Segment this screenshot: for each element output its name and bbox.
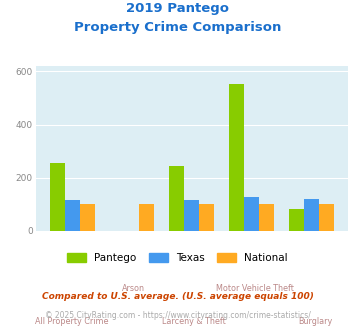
Text: © 2025 CityRating.com - https://www.cityrating.com/crime-statistics/: © 2025 CityRating.com - https://www.city… [45,311,310,320]
Text: Larceny & Theft: Larceny & Theft [162,317,226,326]
Bar [259,204,274,231]
Bar [169,166,184,231]
Text: Burglary: Burglary [299,317,333,326]
Bar [50,163,65,231]
Bar [319,204,334,231]
Bar [184,200,199,231]
Text: 2019 Pantego: 2019 Pantego [126,2,229,15]
Text: All Property Crime: All Property Crime [36,317,109,326]
Text: Arson: Arson [121,284,144,293]
Bar [244,197,259,231]
Bar [80,204,94,231]
Bar [199,204,214,231]
Text: Property Crime Comparison: Property Crime Comparison [74,21,281,34]
Text: Motor Vehicle Theft: Motor Vehicle Theft [216,284,294,293]
Bar [229,84,244,231]
Bar [65,200,80,231]
Bar [304,199,319,231]
Bar [140,204,154,231]
Bar [289,209,304,231]
Text: Compared to U.S. average. (U.S. average equals 100): Compared to U.S. average. (U.S. average … [42,292,313,301]
Legend: Pantego, Texas, National: Pantego, Texas, National [63,248,292,267]
